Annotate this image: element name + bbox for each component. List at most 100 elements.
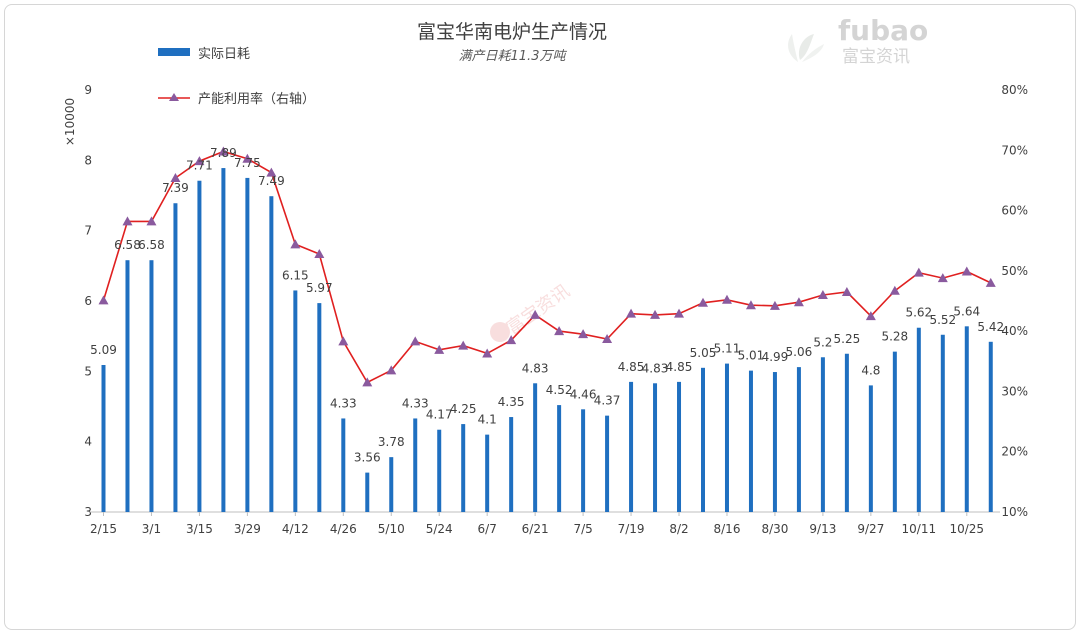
bar-data-label: 7.89 <box>210 146 237 160</box>
left-tick-label: 5 <box>84 364 92 378</box>
x-tick-label: 6/7 <box>478 522 497 536</box>
bar <box>269 196 274 512</box>
legend-item-line: 产能利用率（右轴） <box>158 91 315 107</box>
line-point-marker <box>626 308 637 318</box>
right-tick-label: 10% <box>1001 505 1028 519</box>
right-tick-label: 60% <box>1001 204 1028 218</box>
bar <box>868 385 873 512</box>
bar-data-label: 4.85 <box>666 360 693 374</box>
line-series <box>98 146 996 387</box>
line-point-marker <box>889 285 900 295</box>
right-tick-label: 40% <box>1001 324 1028 338</box>
line-point-marker <box>817 289 828 299</box>
right-tick-label: 50% <box>1001 264 1028 278</box>
line-point-marker <box>865 311 876 321</box>
bar <box>293 290 298 512</box>
bar <box>149 260 154 512</box>
bar-data-label: 4.33 <box>330 396 357 410</box>
bar <box>677 381 682 512</box>
bar <box>197 180 202 513</box>
bar <box>509 417 514 512</box>
x-tick-label: 9/13 <box>809 522 836 536</box>
bar-data-label: 7.75 <box>234 156 261 170</box>
bar <box>940 334 945 512</box>
left-tick-label: 3 <box>84 505 92 519</box>
line-point-marker <box>602 333 613 343</box>
line-point-marker <box>410 336 421 346</box>
bar-data-label: 4.37 <box>594 394 621 408</box>
bar <box>724 363 729 512</box>
bar <box>820 357 825 512</box>
bar-data-label: 5.2 <box>813 335 832 349</box>
y-axis-unit-label: ×10000 <box>63 98 77 146</box>
bar-data-label: 5.64 <box>953 304 980 318</box>
bar <box>413 418 418 512</box>
x-tick-label: 7/19 <box>618 522 645 536</box>
line-point-marker <box>170 173 181 183</box>
x-tick-label: 3/29 <box>234 522 261 536</box>
bar <box>629 381 634 512</box>
bar <box>557 405 562 512</box>
right-axis-ticks: 10% 20% 30% 40% 50% 60% 70% 80% <box>1001 83 1028 519</box>
right-tick-label: 30% <box>1001 384 1028 398</box>
leaf-logo-icon <box>788 34 824 62</box>
bar-data-label: 5.11 <box>714 342 741 356</box>
bar-data-label: 4.33 <box>402 396 429 410</box>
right-tick-label: 80% <box>1001 83 1028 97</box>
watermark-brand: fubao <box>838 14 928 47</box>
bar <box>221 168 226 512</box>
line-point-marker <box>146 216 157 226</box>
bar-data-label: 4.52 <box>546 383 573 397</box>
bar <box>748 370 753 512</box>
bar-data-label: 4.99 <box>762 350 789 364</box>
legend-swatch-bars <box>158 48 190 56</box>
legend-item-bars: 实际日耗 <box>158 47 250 62</box>
x-tick-label: 10/25 <box>949 522 984 536</box>
x-tick-label: 7/5 <box>573 522 592 536</box>
x-tick-label: 10/11 <box>902 522 937 536</box>
x-tick-label: 2/15 <box>90 522 117 536</box>
x-tick-label: 3/15 <box>186 522 213 536</box>
bar-data-label: 5.01 <box>738 349 765 363</box>
x-tick-label: 4/12 <box>282 522 309 536</box>
bar <box>772 372 777 512</box>
bar-data-label: 4.17 <box>426 408 453 422</box>
bar-data-label: 3.56 <box>354 451 381 465</box>
line-point-marker <box>769 300 780 310</box>
bar-series <box>101 168 993 513</box>
left-tick-label: 8 <box>84 153 92 167</box>
left-tick-label: 7 <box>84 224 92 238</box>
bar-data-label: 6.58 <box>114 238 141 252</box>
legend-marker-line <box>169 93 179 101</box>
line-point-marker <box>937 273 948 283</box>
bar <box>605 415 610 512</box>
line-point-marker <box>386 365 397 375</box>
bar-data-label: 5.06 <box>786 345 813 359</box>
legend: 实际日耗 产能利用率（右轴） <box>158 47 315 107</box>
watermark-brand-cn: 富宝资讯 <box>842 47 910 67</box>
line-point-marker <box>793 297 804 307</box>
line-point-marker <box>314 248 325 258</box>
x-tick-label: 8/2 <box>669 522 688 536</box>
right-tick-label: 70% <box>1001 143 1028 157</box>
center-watermark-icon <box>490 322 510 342</box>
line-point-marker <box>434 344 445 354</box>
line-point-marker <box>458 340 469 350</box>
bar-data-label: 4.85 <box>618 360 645 374</box>
left-axis-ticks: 3 4 5 6 7 8 9 <box>84 83 92 519</box>
legend-label-line: 产能利用率（右轴） <box>198 91 315 107</box>
x-tick-label: 8/16 <box>714 522 741 536</box>
bar-data-label: 4.83 <box>642 361 669 375</box>
bar <box>341 418 346 512</box>
bar-data-labels: 5.09 6.586.58 7.39 7.717.897.75 7.49 6.155.97… <box>90 146 1004 465</box>
line-point-marker <box>194 156 205 166</box>
bar <box>844 353 849 512</box>
line-point-marker <box>554 326 565 336</box>
bar <box>365 472 370 512</box>
bar-data-label: 6.15 <box>282 268 309 282</box>
bar <box>892 351 897 512</box>
bar <box>101 365 106 512</box>
chart-title: 富宝华南电炉生产情况 <box>417 21 607 43</box>
bar-data-label: 5.25 <box>834 332 861 346</box>
